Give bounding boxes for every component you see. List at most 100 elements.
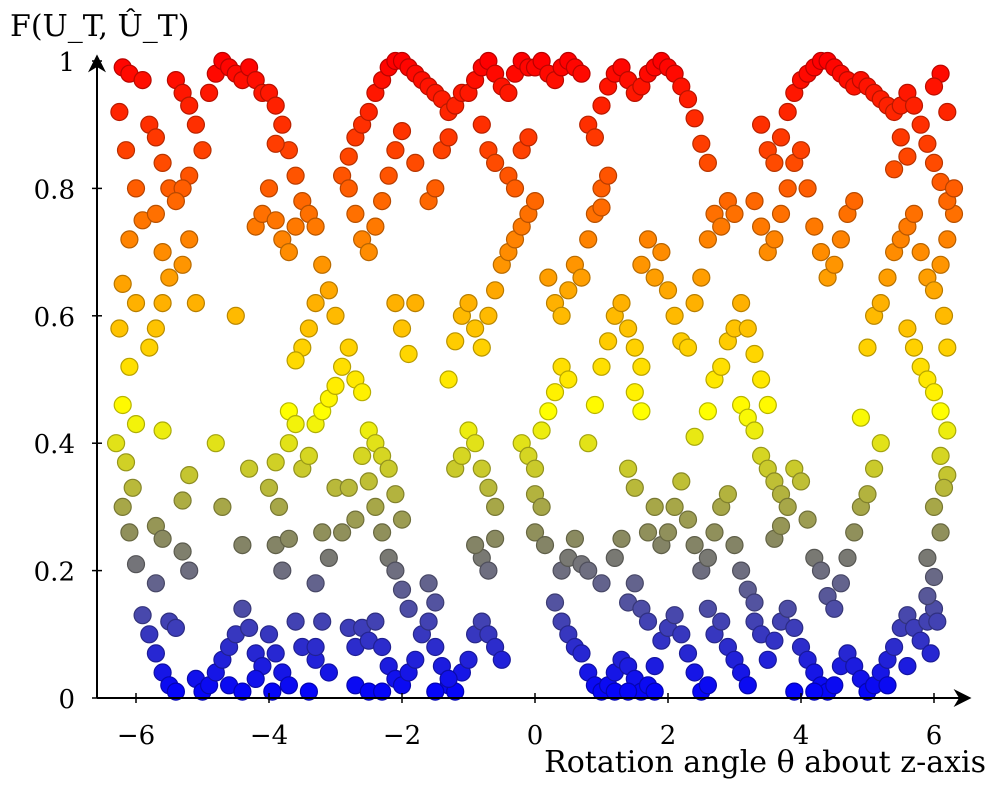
data-point [486, 281, 505, 300]
data-point [426, 637, 445, 657]
data-point [811, 243, 831, 262]
data-point [838, 548, 857, 568]
data-point [116, 141, 136, 160]
data-point [825, 255, 844, 274]
data-point [266, 134, 285, 153]
data-point [299, 446, 318, 465]
data-point [924, 77, 944, 96]
data-point [146, 574, 165, 593]
data-point [339, 179, 358, 198]
data-point [259, 625, 279, 644]
data-point [585, 395, 605, 415]
data-point [173, 542, 192, 561]
data-point [339, 478, 358, 497]
data-point [373, 682, 392, 701]
data-point [446, 332, 465, 351]
data-point [386, 485, 405, 504]
data-point [851, 408, 871, 427]
data-point [200, 83, 219, 103]
data-point [632, 357, 651, 376]
data-point [386, 141, 405, 160]
data-point [373, 192, 392, 211]
y-axis-ticks: 0 0.2 0.4 0.6 0.8 1 [34, 48, 102, 715]
data-point [672, 472, 691, 491]
data-point [452, 446, 471, 465]
data-point [938, 102, 957, 122]
data-point [113, 497, 132, 516]
data-point [346, 510, 365, 529]
data-point [126, 415, 146, 434]
data-point [685, 109, 704, 128]
data-point [898, 147, 917, 166]
data-point [884, 637, 904, 657]
data-point [931, 523, 950, 542]
data-point [180, 230, 199, 249]
data-point [246, 669, 265, 689]
data-point [472, 115, 491, 134]
data-point [166, 192, 185, 211]
data-point [379, 166, 398, 185]
data-point [585, 128, 605, 147]
data-point [486, 153, 505, 172]
data-point [638, 612, 658, 631]
data-point [618, 459, 638, 478]
data-point [153, 421, 172, 440]
data-point [525, 192, 545, 211]
data-point [279, 243, 298, 262]
data-point [904, 338, 924, 357]
data-point [326, 376, 345, 395]
data-point [166, 618, 185, 638]
data-point [798, 510, 817, 529]
data-point [193, 141, 212, 160]
data-point [459, 650, 478, 669]
data-point [153, 243, 172, 262]
y-axis-title: F(U_T, Û_T) [10, 8, 189, 44]
data-point [180, 96, 199, 115]
data-point [535, 535, 555, 555]
y-tick-label: 0.6 [34, 303, 75, 333]
data-point [333, 357, 352, 376]
data-point [273, 561, 292, 580]
data-point [559, 281, 578, 300]
data-point [612, 294, 631, 313]
data-point [745, 593, 764, 612]
data-point [924, 567, 944, 587]
data-point [466, 319, 485, 338]
data-point [645, 682, 664, 701]
data-point [592, 96, 611, 115]
data-point [153, 153, 172, 172]
data-point [579, 230, 598, 249]
x-axis-ticks: −6 −4 −2 0 2 4 6 [117, 693, 942, 751]
data-point [712, 612, 731, 631]
data-point [180, 466, 199, 485]
data-point [778, 599, 797, 618]
data-point [632, 402, 651, 421]
data-point [918, 548, 937, 568]
data-point [266, 644, 285, 663]
data-point [864, 459, 884, 478]
data-point [645, 497, 664, 516]
data-point [120, 357, 139, 376]
data-point [618, 319, 638, 338]
data-point [426, 179, 445, 198]
data-point [259, 179, 279, 198]
data-point [924, 497, 944, 516]
x-tick-label: 4 [793, 721, 810, 751]
data-point [339, 147, 358, 166]
data-point [778, 102, 797, 122]
data-point [319, 548, 338, 568]
data-point [665, 606, 684, 625]
data-point [579, 561, 598, 580]
data-point [126, 179, 146, 198]
data-point [598, 332, 618, 351]
data-point [934, 478, 954, 497]
data-point [598, 166, 618, 185]
data-point [259, 478, 279, 497]
data-point [924, 281, 944, 300]
data-point [678, 338, 698, 357]
data-point [373, 523, 392, 542]
data-point [559, 370, 578, 389]
data-point [146, 128, 165, 147]
data-point [392, 122, 412, 141]
data-point [273, 115, 292, 134]
